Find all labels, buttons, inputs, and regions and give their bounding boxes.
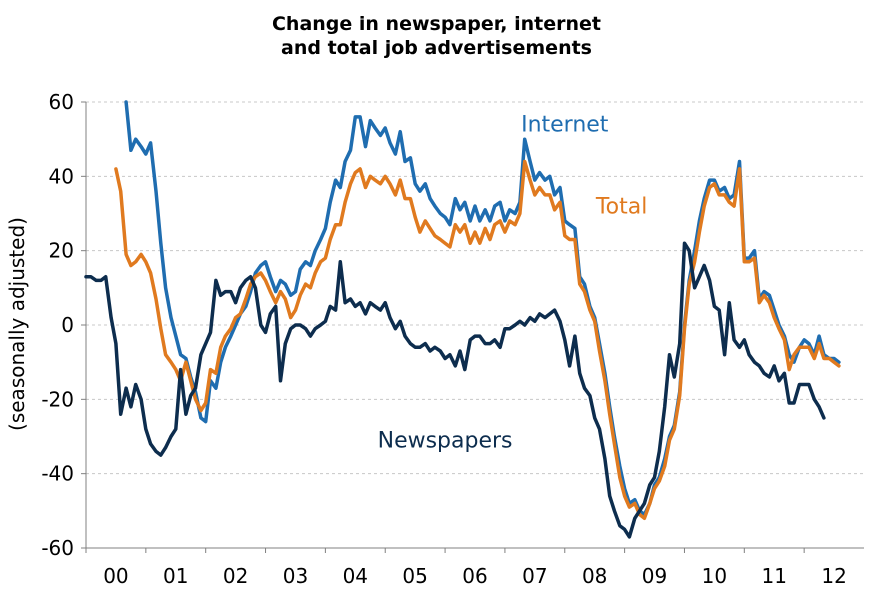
x-tick-label-3: 03 [283, 564, 308, 588]
x-tick-label-2: 02 [223, 564, 248, 588]
x-tick-label-10: 10 [702, 564, 727, 588]
x-tick-label-4: 04 [343, 564, 368, 588]
series-label-total: Total [595, 195, 647, 220]
y-tick-label-0: 60 [49, 90, 74, 114]
x-tick-label-1: 01 [163, 564, 188, 588]
x-tick-label-11: 11 [762, 564, 787, 588]
y-tick-label-4: -20 [41, 387, 74, 411]
y-tick-label-3: 0 [61, 313, 74, 337]
series-line-total [114, 159, 841, 521]
x-tick-label-7: 07 [522, 564, 547, 588]
x-tick-labels: 00 01 02 03 04 05 06 07 08 09 10 11 12 [103, 564, 847, 588]
y-tick-labels: 60 40 20 0 -20 -40 -60 [41, 90, 74, 560]
y-tick-label-6: -60 [41, 536, 74, 560]
series-line-internet [124, 100, 841, 517]
y-tick-label-1: 40 [49, 164, 74, 188]
x-tick-label-5: 05 [402, 564, 427, 588]
series-lines [84, 100, 841, 539]
x-tick-label-8: 08 [582, 564, 607, 588]
y-axis-label: (seasonally adjusted) [5, 217, 29, 431]
x-tick-label-6: 06 [462, 564, 487, 588]
y-tick-label-2: 20 [49, 239, 74, 263]
series-label-internet: Internet [521, 113, 609, 138]
chart-title-line-1: Change in newspaper, internet [271, 13, 602, 35]
x-tick-label-12: 12 [821, 564, 846, 588]
gridlines [86, 101, 864, 475]
series-annotations: Internet Total Newspapers [378, 113, 648, 454]
x-tick-label-9: 09 [642, 564, 667, 588]
y-tick-label-5: -40 [41, 462, 74, 486]
chart-title: Change in newspaper, internet and total … [0, 12, 873, 60]
series-label-newspapers: Newspapers [378, 429, 513, 454]
chart-title-line-2: and total job advertisements [281, 37, 592, 59]
series-line-newspapers [84, 241, 826, 539]
x-tick-label-0: 00 [103, 564, 128, 588]
axes [81, 101, 864, 553]
